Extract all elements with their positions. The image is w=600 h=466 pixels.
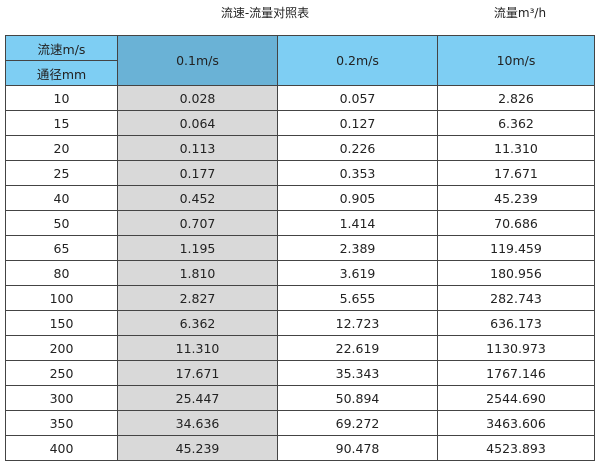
flow-cell: 0.113 — [117, 135, 278, 161]
flow-cell: 1.414 — [277, 210, 438, 236]
flow-cell: 0.353 — [277, 160, 438, 186]
flow-cell: 5.655 — [277, 285, 438, 311]
unit-label: 流量m³/h — [493, 6, 547, 20]
col-header-0.2: 0.2m/s — [277, 35, 438, 86]
flow-cell: 180.956 — [437, 260, 595, 286]
flow-cell: 2.827 — [117, 285, 278, 311]
flow-cell: 0.028 — [117, 85, 278, 111]
diameter-cell: 250 — [5, 360, 118, 386]
col-header-0.1: 0.1m/s — [117, 35, 278, 86]
table-row: 350 34.636 69.272 3463.606 — [5, 410, 595, 436]
diameter-cell: 25 — [5, 160, 118, 186]
flow-cell: 0.905 — [277, 185, 438, 211]
flow-cell: 0.127 — [277, 110, 438, 136]
flow-cell: 0.452 — [117, 185, 278, 211]
flow-cell: 11.310 — [437, 135, 595, 161]
diameter-cell: 40 — [5, 185, 118, 211]
flow-cell: 1130.973 — [437, 335, 595, 361]
flow-cell: 3.619 — [277, 260, 438, 286]
flow-cell: 70.686 — [437, 210, 595, 236]
flow-cell: 25.447 — [117, 385, 278, 411]
diameter-cell: 15 — [5, 110, 118, 136]
table-row: 300 25.447 50.894 2544.690 — [5, 385, 595, 411]
flow-table: 流速m/s 0.1m/s 0.2m/s 10m/s 通径mm 10 0.028 0.… — [5, 35, 595, 461]
flow-cell: 0.057 — [277, 85, 438, 111]
flow-cell: 35.343 — [277, 360, 438, 386]
table-row: 50 0.707 1.414 70.686 — [5, 210, 595, 236]
table-row: 100 2.827 5.655 282.743 — [5, 285, 595, 311]
flow-cell: 90.478 — [277, 435, 438, 461]
flow-cell: 6.362 — [437, 110, 595, 136]
flow-cell: 2.826 — [437, 85, 595, 111]
diameter-cell: 350 — [5, 410, 118, 436]
table-row: 80 1.810 3.619 180.956 — [5, 260, 595, 286]
flow-cell: 12.723 — [277, 310, 438, 336]
diameter-cell: 80 — [5, 260, 118, 286]
flow-cell: 0.177 — [117, 160, 278, 186]
velocity-header: 流速m/s — [5, 35, 118, 61]
flow-cell: 119.459 — [437, 235, 595, 261]
flow-cell: 69.272 — [277, 410, 438, 436]
diameter-cell: 200 — [5, 335, 118, 361]
table-row: 65 1.195 2.389 119.459 — [5, 235, 595, 261]
table-row: 40 0.452 0.905 45.239 — [5, 185, 595, 211]
diameter-cell: 300 — [5, 385, 118, 411]
flow-cell: 34.636 — [117, 410, 278, 436]
table-row: 20 0.113 0.226 11.310 — [5, 135, 595, 161]
flow-cell: 50.894 — [277, 385, 438, 411]
flow-cell: 4523.893 — [437, 435, 595, 461]
flow-cell: 11.310 — [117, 335, 278, 361]
diameter-cell: 150 — [5, 310, 118, 336]
table-row: 200 11.310 22.619 1130.973 — [5, 335, 595, 361]
flow-cell: 22.619 — [277, 335, 438, 361]
flow-cell: 2.389 — [277, 235, 438, 261]
flow-cell: 1.195 — [117, 235, 278, 261]
flow-cell: 1.810 — [117, 260, 278, 286]
flow-cell: 17.671 — [117, 360, 278, 386]
flow-cell: 0.226 — [277, 135, 438, 161]
table-row: 15 0.064 0.127 6.362 — [5, 110, 595, 136]
flow-cell: 0.707 — [117, 210, 278, 236]
table-row: 250 17.671 35.343 1767.146 — [5, 360, 595, 386]
flow-cell: 45.239 — [117, 435, 278, 461]
table-row: 150 6.362 12.723 636.173 — [5, 310, 595, 336]
flow-cell: 3463.606 — [437, 410, 595, 436]
diameter-cell: 20 — [5, 135, 118, 161]
flow-cell: 17.671 — [437, 160, 595, 186]
diameter-cell: 65 — [5, 235, 118, 261]
flow-cell: 1767.146 — [437, 360, 595, 386]
header-row: 流速m/s 0.1m/s 0.2m/s 10m/s — [5, 35, 595, 86]
diameter-cell: 400 — [5, 435, 118, 461]
col-header-10: 10m/s — [437, 35, 595, 86]
flow-cell: 636.173 — [437, 310, 595, 336]
table-row: 10 0.028 0.057 2.826 — [5, 85, 595, 111]
diameter-cell: 10 — [5, 85, 118, 111]
table-title: 流速-流量对照表 — [220, 6, 310, 20]
flow-cell: 2544.690 — [437, 385, 595, 411]
header-row-2: 通径mm — [5, 60, 595, 86]
diameter-header: 通径mm — [5, 60, 118, 86]
diameter-cell: 100 — [5, 285, 118, 311]
flow-cell: 282.743 — [437, 285, 595, 311]
flow-cell: 6.362 — [117, 310, 278, 336]
table-row: 400 45.239 90.478 4523.893 — [5, 435, 595, 461]
diameter-cell: 50 — [5, 210, 118, 236]
flow-cell: 45.239 — [437, 185, 595, 211]
flow-cell: 0.064 — [117, 110, 278, 136]
table-row: 25 0.177 0.353 17.671 — [5, 160, 595, 186]
